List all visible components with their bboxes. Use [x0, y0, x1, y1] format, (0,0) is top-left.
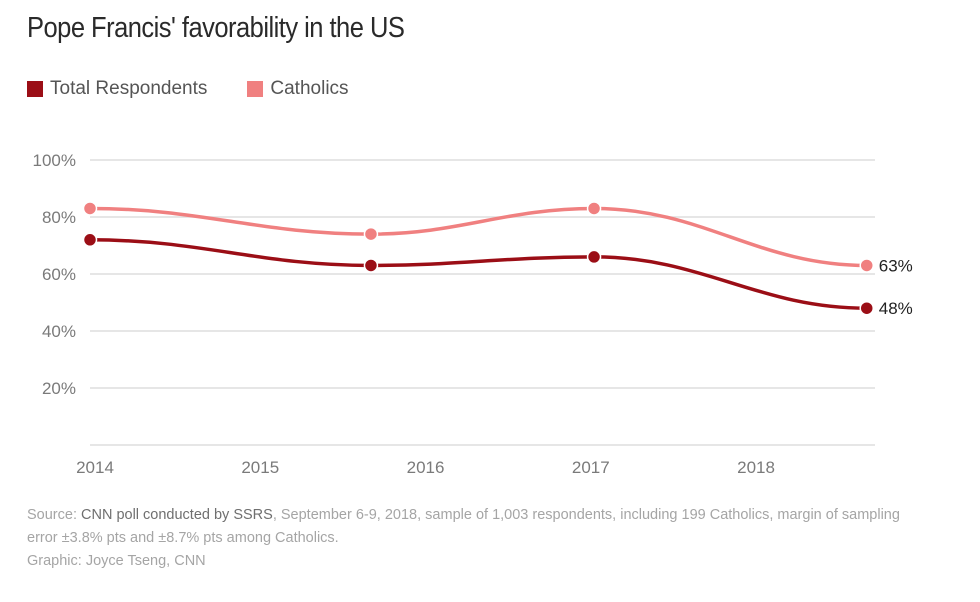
- data-point-catholics: [586, 201, 602, 216]
- data-point-total: [859, 300, 874, 316]
- series-line-total: [89, 238, 867, 310]
- legend-item-total: Total Respondents: [27, 78, 207, 100]
- source-rest: , September 6-9, 2018, sample of 1,003 r…: [27, 507, 900, 546]
- x-tick-label: 2014: [76, 458, 114, 477]
- x-tick-label: 2015: [241, 458, 279, 477]
- legend-swatch-catholics: [247, 81, 264, 97]
- data-point-total: [586, 249, 602, 265]
- chart-footer: Source: CNN poll conducted by SSRS, Sept…: [27, 504, 927, 573]
- y-tick-label: 80%: [42, 208, 76, 227]
- series-line-catholics: [89, 206, 867, 268]
- legend-label-catholics: Catholics: [270, 78, 349, 99]
- y-tick-label: 20%: [42, 379, 76, 398]
- legend-swatch-total: [27, 81, 43, 97]
- line-chart: 20% 40% 60% 80% 100% 2014 2015 2016 2017 2018 63% 4…: [33, 151, 913, 477]
- legend-label-total: Total Respondents: [50, 78, 208, 99]
- graphic-credit: Graphic: Joyce Tseng, CNN: [27, 553, 206, 569]
- source-highlight: CNN poll conducted by SSRS: [81, 507, 273, 523]
- data-point-catholics: [859, 258, 874, 273]
- legend-item-catholics: Catholics: [247, 78, 349, 100]
- chart-title: Pope Francis' favorability in the US: [27, 12, 405, 44]
- source-note: Source: CNN poll conducted by SSRS, Sept…: [27, 504, 927, 550]
- x-tick-label: 2018: [737, 458, 775, 477]
- legend: Total Respondents Catholics: [27, 78, 389, 100]
- data-point-total: [82, 232, 98, 248]
- x-tick-label: 2016: [407, 458, 445, 477]
- x-tick-label: 2017: [572, 458, 610, 477]
- y-tick-label: 40%: [42, 322, 76, 341]
- data-point-catholics: [82, 201, 98, 216]
- source-prefix: Source:: [27, 507, 81, 523]
- data-point-total: [363, 258, 379, 273]
- y-tick-label: 100%: [33, 151, 76, 170]
- end-value-label-total: 48%: [879, 299, 913, 318]
- end-value-label-catholics: 63%: [879, 256, 913, 275]
- y-tick-label: 60%: [42, 265, 76, 284]
- data-point-catholics: [363, 226, 379, 242]
